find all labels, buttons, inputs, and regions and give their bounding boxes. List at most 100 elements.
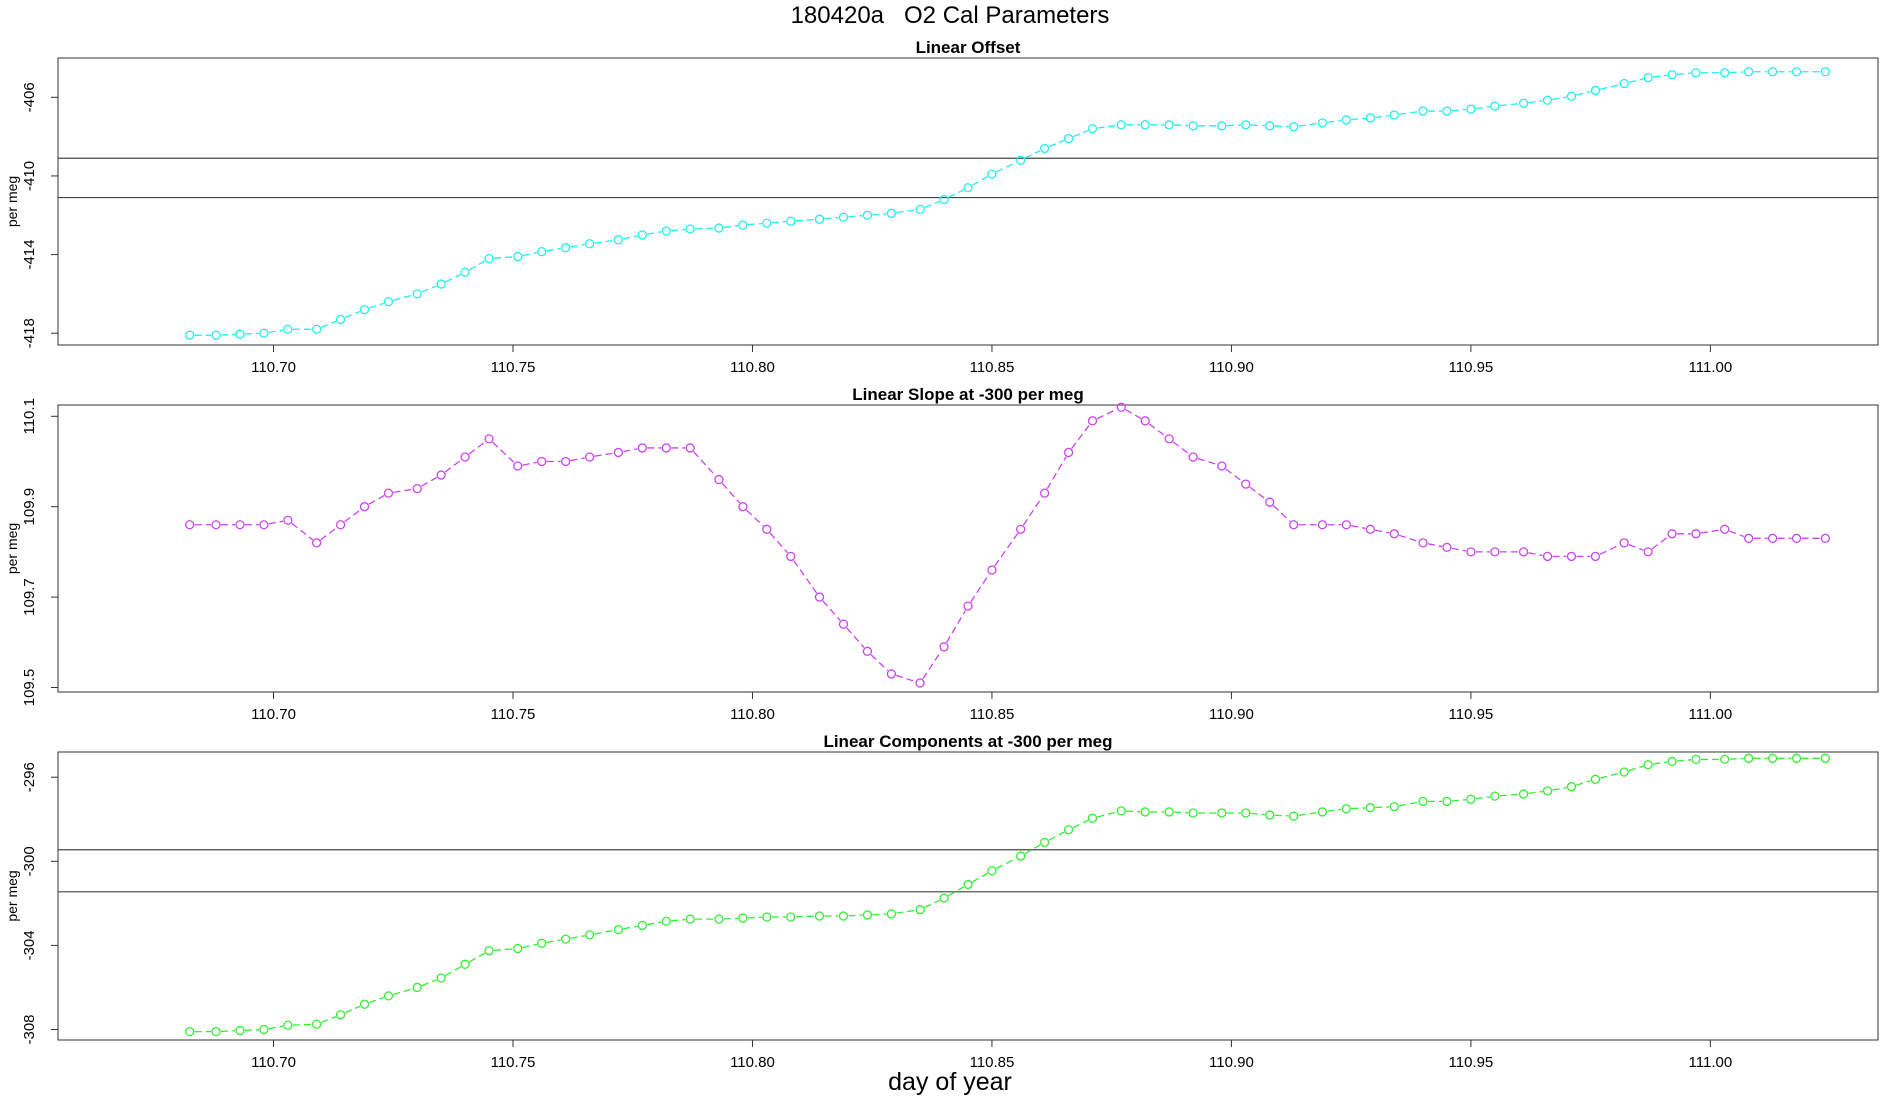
x-tick-label: 110.90 (1209, 1054, 1254, 1071)
y-axis-label: per meg (4, 176, 20, 227)
data-point (1566, 551, 1577, 562)
series-line-segment (244, 1029, 259, 1031)
y-tick-label: -300 (21, 846, 38, 876)
series-line-segment (444, 459, 462, 473)
series-line-segment (1729, 71, 1744, 74)
data-point (886, 909, 897, 919)
data-point (1063, 447, 1074, 458)
series-line-segment (996, 857, 1017, 870)
data-point (661, 226, 671, 236)
data-point (1016, 155, 1026, 165)
data-point (738, 913, 748, 923)
data-point (786, 551, 796, 562)
data-point (1442, 106, 1452, 116)
series-line-segment (723, 225, 739, 229)
data-point (335, 1010, 346, 1020)
series-linear-components-at-300-per-meg (185, 753, 1830, 1037)
panel-title: Linear Offset (916, 38, 1021, 57)
y-axis-label: per meg (4, 523, 20, 574)
series-line-segment (1375, 806, 1390, 809)
series-line-segment (344, 1005, 361, 1014)
series-line-segment (493, 948, 513, 951)
data-point (1720, 524, 1730, 534)
data-point (1164, 120, 1174, 130)
series-line-segment (1096, 408, 1118, 420)
data-point (211, 1026, 221, 1037)
series-line-segment (344, 509, 361, 523)
data-point (987, 169, 997, 179)
series-line-segment (1528, 552, 1543, 557)
series-line-segment (848, 215, 863, 218)
series-line-segment (896, 209, 916, 214)
data-point (1140, 120, 1150, 130)
data-point (1820, 67, 1830, 77)
data-point (436, 279, 446, 289)
series-line-segment (1651, 536, 1669, 550)
data-point (1744, 533, 1754, 543)
x-tick-label: 111.00 (1689, 1054, 1733, 1071)
series-line-segment (693, 451, 717, 477)
data-point (1720, 68, 1730, 78)
series-line-segment (723, 917, 738, 920)
x-tick-label: 110.70 (251, 1054, 296, 1071)
panel-linear-slope-at-300-per-meg: Linear Slope at -300 per meg 110.70 110.75… (4, 385, 1879, 723)
data-point (1217, 461, 1227, 471)
data-point (661, 916, 671, 926)
data-point (584, 452, 595, 462)
x-tick-label: 110.75 (491, 359, 536, 376)
data-point (259, 328, 269, 338)
series-line-segment (468, 441, 486, 455)
data-point (661, 443, 671, 453)
series-line-segment (896, 909, 916, 914)
plot-frame (57, 57, 1879, 346)
y-tick-label: -308 (21, 1014, 38, 1044)
series-line-segment (1576, 90, 1591, 96)
x-tick-label: 110.80 (730, 706, 775, 723)
data-point (1667, 70, 1677, 80)
data-point (383, 297, 394, 307)
data-point (1188, 452, 1198, 462)
data-point (1418, 796, 1428, 807)
data-point (359, 999, 370, 1009)
data-point (862, 646, 873, 656)
data-point (1744, 67, 1754, 77)
plot-frame (57, 404, 1879, 693)
data-point (484, 253, 494, 264)
data-point (1063, 825, 1074, 835)
y-tick-label: -418 (21, 318, 38, 348)
series-line-segment (492, 441, 515, 464)
x-tick-label: 110.95 (1449, 359, 1494, 376)
series-line-segment (769, 532, 788, 554)
data-point (1289, 122, 1299, 132)
y-tick-label: 110.1 (21, 398, 38, 434)
data-point (283, 1020, 293, 1030)
y-tick-label: -410 (21, 161, 38, 191)
x-tick-label: 111.00 (1689, 706, 1733, 723)
series-line-segment (1552, 786, 1567, 791)
series-line-segment (1628, 544, 1644, 551)
series-line-segment (1274, 814, 1289, 817)
series-line-segment (421, 979, 437, 987)
data-point (484, 946, 494, 956)
data-point (714, 223, 724, 233)
series-line-segment (846, 627, 865, 649)
panel-linear-offset: Linear Offset 110.70 110.75 110.80 110.85 110… (4, 38, 1879, 376)
data-point (561, 243, 571, 253)
series-line-segment (369, 302, 384, 309)
series-line-segment (421, 476, 438, 487)
data-point (235, 329, 245, 339)
x-tick-label: 110.75 (491, 706, 536, 723)
data-point (1667, 756, 1677, 767)
data-point (412, 483, 422, 494)
data-point (1490, 791, 1500, 801)
data-point (685, 914, 695, 924)
series-line-segment (1399, 801, 1419, 807)
data-point (1341, 804, 1352, 814)
data-point (762, 218, 772, 228)
data-point (1720, 754, 1730, 765)
data-point (1643, 759, 1653, 770)
data-point (412, 982, 422, 993)
series-line-segment (1528, 100, 1543, 104)
series-line-segment (1676, 759, 1692, 762)
series-line-segment (393, 988, 413, 996)
